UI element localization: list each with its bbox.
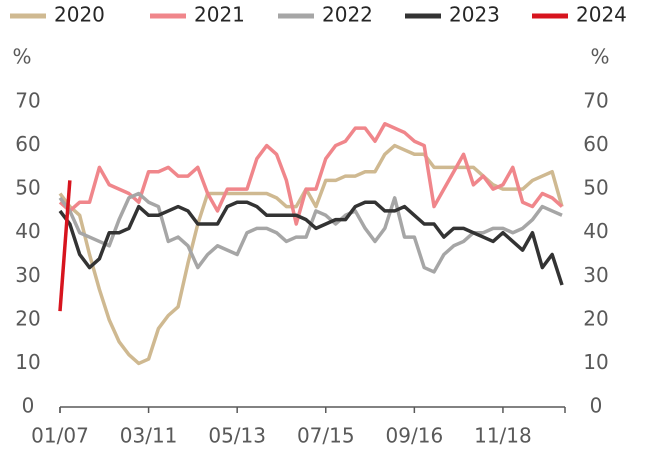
y2-tick-label: 40 [583, 219, 608, 243]
y-axis-label: % [12, 45, 31, 69]
y2-tick-label: 60 [583, 132, 608, 156]
line-series [58, 200, 564, 286]
y2-tick-label: 30 [583, 263, 608, 287]
y2-tick-label: 70 [583, 89, 608, 113]
legend-label: 2021 [194, 3, 245, 27]
y-tick-label: 70 [15, 89, 40, 113]
line-series [58, 122, 564, 226]
y-tick-label: 20 [15, 306, 40, 330]
x-tick-label: 05/13 [208, 424, 266, 448]
y2-tick-label: 0 [590, 394, 603, 418]
line-series [58, 191, 563, 274]
line-series [58, 143, 564, 366]
legend-label: 2024 [576, 3, 627, 27]
x-tick-label: 07/15 [297, 424, 355, 448]
x-tick-label: 01/07 [31, 424, 89, 448]
line-series [58, 180, 72, 312]
legend-label: 2023 [449, 3, 500, 27]
y-tick-label: 40 [15, 219, 40, 243]
y-tick-label: 30 [15, 263, 40, 287]
x-tick-label: 03/11 [120, 424, 178, 448]
x-tick-label: 11/18 [474, 424, 532, 448]
y2-tick-label: 10 [583, 350, 608, 374]
legend-label: 2022 [322, 3, 373, 27]
y2-tick-label: 20 [583, 306, 608, 330]
y-tick-label: 0 [22, 394, 35, 418]
y-tick-label: 10 [15, 350, 40, 374]
y-tick-label: 50 [15, 176, 40, 200]
x-tick-label: 09/16 [386, 424, 444, 448]
y2-tick-label: 50 [583, 176, 608, 200]
y2-axis-label: % [590, 45, 609, 69]
y-tick-label: 60 [15, 132, 40, 156]
legend-label: 2020 [54, 3, 105, 27]
